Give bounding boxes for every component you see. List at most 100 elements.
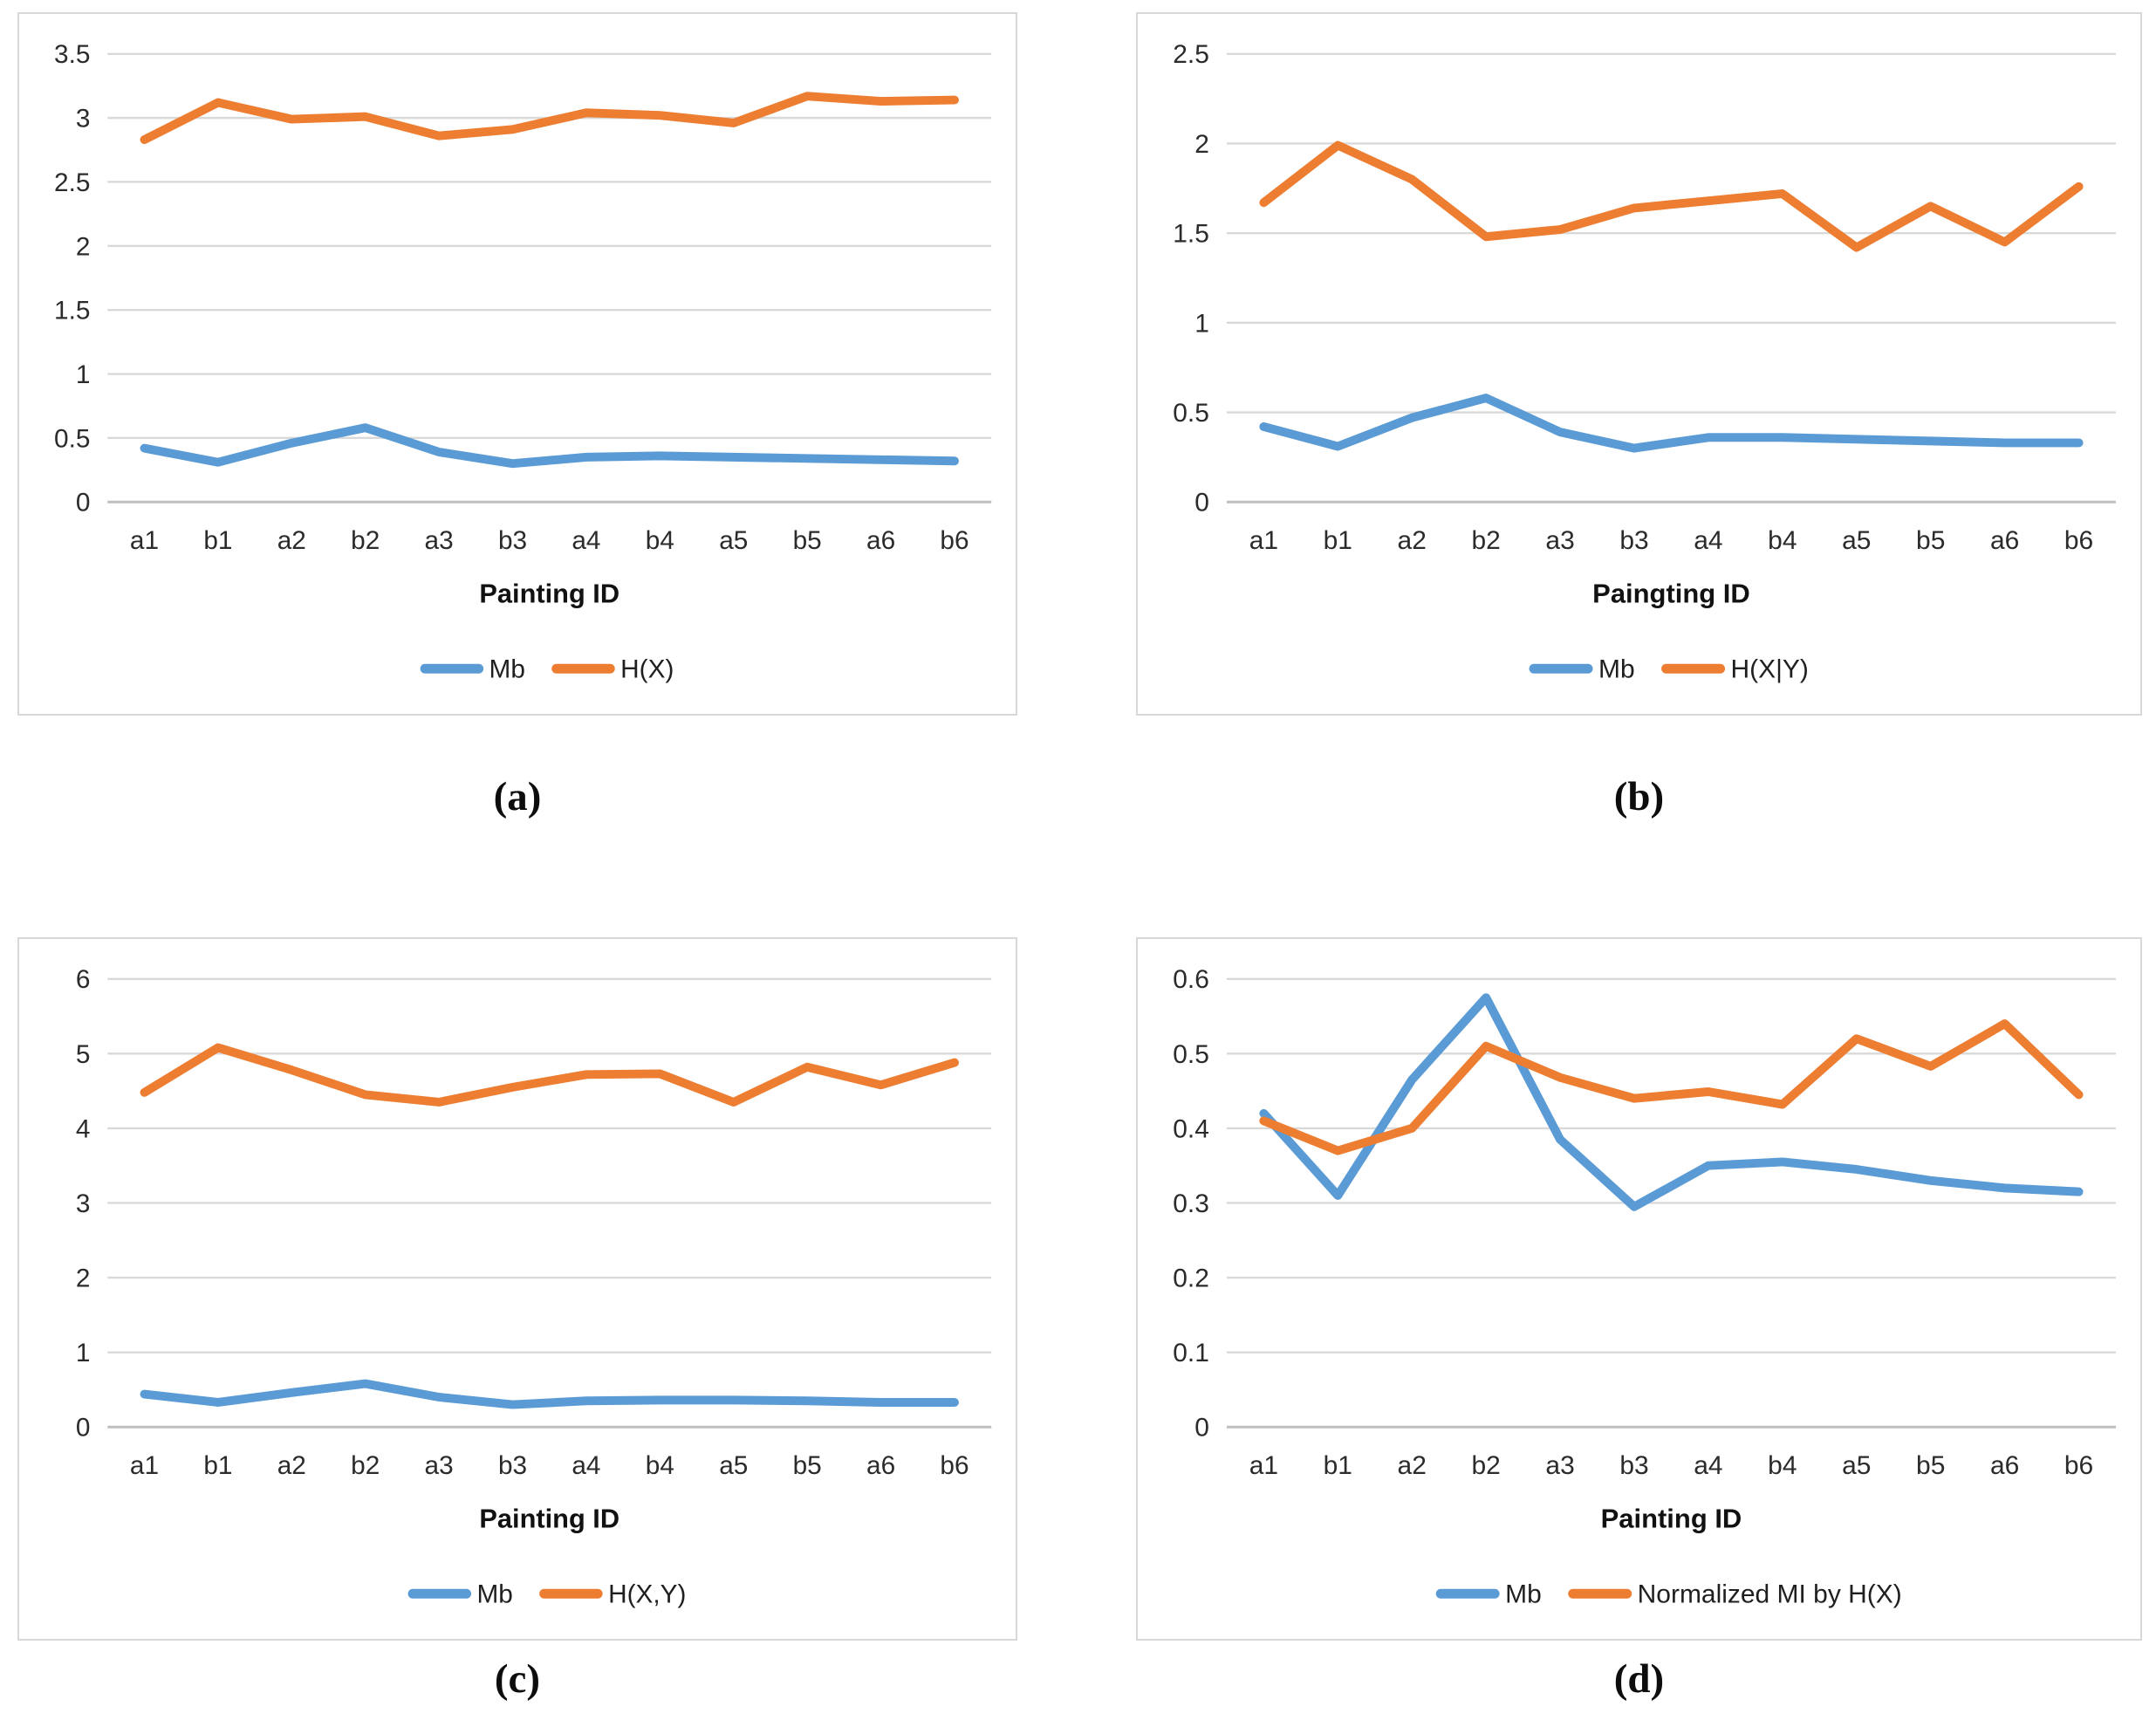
y-tick-label: 0.3 <box>1173 1189 1209 1218</box>
caption-a: (a) <box>493 774 542 819</box>
chart-panel-b: 0 0.5 1 1.5 2 2.5 a1 b1 a2 b2 a3 b3 a4 b4 a5 b5 a6 b6 Pain… <box>1136 12 2142 716</box>
x-tick-label: b2 <box>1471 526 1500 555</box>
y-tick-label: 4 <box>76 1114 91 1143</box>
y-tick-label: 0 <box>1194 489 1209 517</box>
x-tick-label: a1 <box>1249 1451 1278 1480</box>
x-tick-label: a2 <box>277 1451 306 1480</box>
y-tick-label: 3.5 <box>54 40 90 69</box>
x-tick-label: a4 <box>572 526 600 555</box>
legend-label: Normalized MI by H(X) <box>1638 1580 1902 1609</box>
y-tick-label: 2.5 <box>54 168 90 197</box>
x-tick-label: a4 <box>1694 1451 1722 1480</box>
y-tick-label: 0 <box>76 1414 91 1443</box>
legend-item-H(X,Y): H(X,Y) <box>539 1580 686 1609</box>
y-tick-label: 2 <box>76 232 91 261</box>
x-tick-label: a5 <box>719 526 748 555</box>
x-axis-title: Painting ID <box>1601 1504 1742 1534</box>
legend: Mb H(X|Y) <box>1529 655 1809 684</box>
caption-c: (c) <box>494 1656 541 1702</box>
x-tick-label: a1 <box>130 526 159 555</box>
x-tick-label: b3 <box>498 1451 527 1480</box>
legend-item-Normalized MI by H(X): Normalized MI by H(X) <box>1568 1580 1902 1609</box>
x-tick-label: b6 <box>940 526 968 555</box>
legend-label: H(X|Y) <box>1731 655 1809 684</box>
x-tick-label: a2 <box>1398 1451 1427 1480</box>
legend-item-Mb: Mb <box>420 655 525 684</box>
legend-label: Mb <box>1598 655 1635 684</box>
x-axis-title: Paingting ID <box>1592 579 1750 609</box>
y-tick-label: 0.2 <box>1173 1265 1209 1293</box>
x-tick-label: b3 <box>1619 526 1648 555</box>
x-tick-label: b3 <box>498 526 527 555</box>
x-tick-label: a2 <box>1398 526 1427 555</box>
y-tick-label: 0 <box>76 489 91 517</box>
y-tick-label: 0.5 <box>1173 1040 1209 1069</box>
y-tick-label: 1 <box>76 1339 91 1367</box>
legend: Mb H(X) <box>420 655 674 684</box>
x-tick-label: b1 <box>203 1451 232 1480</box>
legend-item-Mb: Mb <box>1529 655 1635 684</box>
y-tick-label: 1 <box>76 360 91 389</box>
y-tick-label: 0.4 <box>1173 1114 1209 1143</box>
y-tick-label: 3 <box>76 1189 91 1218</box>
y-tick-label: 6 <box>76 965 91 994</box>
y-tick-label: 5 <box>76 1040 91 1069</box>
x-tick-label: b5 <box>1916 526 1945 555</box>
chart-b-canvas: 0 0.5 1 1.5 2 2.5 a1 b1 a2 b2 a3 b3 a4 b4 a5 b5 a6 b6 Pain… <box>1173 40 2117 684</box>
x-tick-label: a4 <box>572 1451 600 1480</box>
series-line-Mb <box>140 1379 959 1409</box>
x-tick-label: b5 <box>793 526 822 555</box>
x-tick-label: a3 <box>1545 1451 1574 1480</box>
caption-d: (d) <box>1613 1656 1665 1702</box>
y-tick-label: 2 <box>76 1264 91 1292</box>
x-tick-label: a5 <box>1842 1451 1871 1480</box>
series-line-Mb <box>1259 993 2084 1211</box>
x-tick-label: b2 <box>351 1451 380 1480</box>
chart-panel-a: 0 0.5 1 1.5 2 2.5 3 3.5 a1 b1 a2 b2 a3 b3 a4 b4 a5 b5 a6 b6… <box>17 12 1017 716</box>
legend-item-H(X): H(X) <box>551 655 674 684</box>
x-tick-label: b1 <box>203 526 232 555</box>
x-tick-label: a4 <box>1694 526 1722 555</box>
gridlines <box>107 977 992 1429</box>
y-tick-label: 1.5 <box>1173 220 1209 249</box>
legend-label: Mb <box>477 1580 513 1609</box>
legend-item-Mb: Mb <box>407 1580 513 1609</box>
x-tick-label: a6 <box>1990 1451 2019 1480</box>
x-tick-label: b1 <box>1324 1451 1352 1480</box>
x-tick-label: a6 <box>866 526 895 555</box>
x-tick-label: b5 <box>1916 1451 1945 1480</box>
x-tick-label: b1 <box>1324 526 1352 555</box>
legend-item-Mb: Mb <box>1435 1580 1542 1609</box>
chart-panel-c: 0 1 2 3 4 5 6 a1 b1 a2 b2 a3 b3 a4 b4 a5 b5 a6 b6 Painting … <box>17 937 1017 1641</box>
series-line-Normalized MI by H(X) <box>1259 1019 2084 1155</box>
caption-b: (b) <box>1613 774 1665 819</box>
x-tick-label: a2 <box>277 526 306 555</box>
legend-label: Mb <box>489 655 525 684</box>
x-tick-label: a1 <box>1249 526 1278 555</box>
legend: Mb H(X,Y) <box>407 1580 686 1609</box>
x-tick-label: a3 <box>425 526 454 555</box>
x-tick-label: a5 <box>1842 526 1871 555</box>
chart-c-canvas: 0 1 2 3 4 5 6 a1 b1 a2 b2 a3 b3 a4 b4 a5 b5 a6 b6 Painting … <box>76 965 992 1609</box>
series-line-H(X) <box>140 92 959 145</box>
chart-a-canvas: 0 0.5 1 1.5 2 2.5 3 3.5 a1 b1 a2 b2 a3 b3 a4 b4 a5 b5 a6 b6… <box>54 40 992 684</box>
legend-label: Mb <box>1505 1580 1542 1609</box>
series-line-Mb <box>1259 394 2084 453</box>
series-line-Mb <box>140 423 959 469</box>
x-tick-label: b4 <box>1768 1451 1797 1480</box>
x-tick-label: b6 <box>2064 1451 2093 1480</box>
legend: Mb Normalized MI by H(X) <box>1435 1580 1902 1609</box>
series-line-H(X|Y) <box>1259 141 2084 252</box>
y-tick-label: 0 <box>1194 1414 1209 1443</box>
chart-d-canvas: 0 0.1 0.2 0.3 0.4 0.5 0.6 a1 b1 a2 b2 a3 b3 a4 b4 a5 b5 a… <box>1173 965 2117 1609</box>
gridlines <box>107 52 992 504</box>
y-tick-label: 0.6 <box>1173 965 1209 994</box>
y-tick-label: 1 <box>1194 309 1209 338</box>
x-tick-label: b6 <box>2064 526 2093 555</box>
x-tick-label: b2 <box>1471 1451 1500 1480</box>
x-tick-label: b3 <box>1619 1451 1648 1480</box>
chart-panel-d: 0 0.1 0.2 0.3 0.4 0.5 0.6 a1 b1 a2 b2 a3 b3 a4 b4 a5 b5 a… <box>1136 937 2142 1641</box>
y-tick-label: 0.1 <box>1173 1339 1209 1367</box>
x-axis-title: Painting ID <box>479 579 619 609</box>
y-tick-label: 0.5 <box>1173 399 1209 428</box>
